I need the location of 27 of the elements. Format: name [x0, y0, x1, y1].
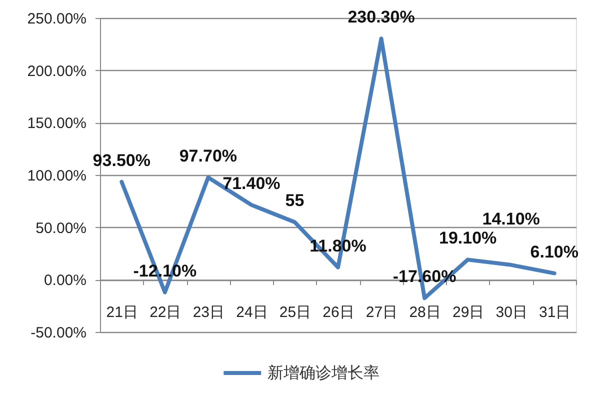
data-label: 19.10% — [438, 228, 497, 248]
x-tick-label: 31日 — [539, 304, 571, 322]
x-tick-label: 24日 — [236, 304, 268, 322]
x-tick-label: 22日 — [150, 304, 182, 322]
y-tick-label: 50.00% — [36, 220, 86, 237]
data-label: 14.10% — [482, 210, 540, 229]
data-label: 55 — [285, 191, 304, 210]
y-tick-label: 150.00% — [27, 115, 86, 132]
y-tick-label: 100.00% — [27, 168, 86, 184]
data-label: 6.10% — [530, 242, 578, 262]
data-label: 93.50% — [92, 150, 150, 170]
x-tick-label: 28日 — [409, 304, 441, 322]
y-tick-label: 200.00% — [27, 62, 86, 80]
data-label: 71.40% — [222, 174, 280, 193]
x-tick-label: 26日 — [322, 304, 354, 322]
x-tick-label: 29日 — [452, 304, 484, 322]
x-tick-label: 25日 — [279, 304, 312, 322]
data-label: 97.70% — [179, 146, 238, 166]
data-label: 230.30% — [348, 8, 415, 27]
y-tick-label: 0.00% — [44, 272, 86, 290]
y-tick-label: -50.00% — [30, 324, 86, 342]
x-tick-label: 30日 — [496, 304, 528, 322]
x-tick-label: 27日 — [366, 304, 398, 322]
x-tick-label: 21日 — [106, 304, 138, 322]
y-tick-label: 250.00% — [27, 10, 86, 28]
legend-label: 新增确诊增长率 — [267, 364, 380, 382]
x-tick-label: 23日 — [192, 304, 225, 322]
